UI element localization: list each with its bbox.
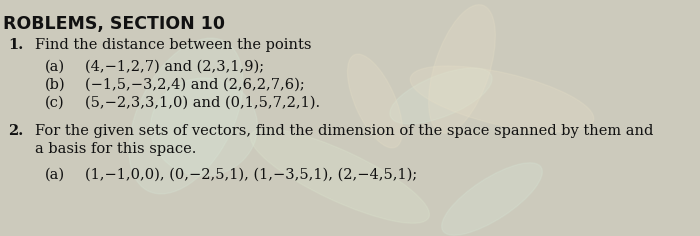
Text: For the given sets of vectors, find the dimension of the space spanned by them a: For the given sets of vectors, find the …: [35, 124, 653, 138]
Text: 2.: 2.: [8, 124, 23, 138]
Text: (4,−1,2,7) and (2,3,1,9);: (4,−1,2,7) and (2,3,1,9);: [85, 60, 264, 74]
Text: (5,−2,3,3,1,0) and (0,1,5,7,2,1).: (5,−2,3,3,1,0) and (0,1,5,7,2,1).: [85, 96, 320, 110]
Ellipse shape: [428, 5, 496, 133]
Ellipse shape: [251, 129, 429, 223]
Text: 1.: 1.: [8, 38, 23, 52]
Ellipse shape: [347, 54, 402, 148]
Ellipse shape: [410, 66, 594, 132]
Ellipse shape: [150, 78, 258, 176]
Text: ROBLEMS, SECTION 10: ROBLEMS, SECTION 10: [3, 15, 225, 33]
Text: a basis for this space.: a basis for this space.: [35, 142, 197, 156]
Text: Find the distance between the points: Find the distance between the points: [35, 38, 312, 52]
Text: (a): (a): [45, 168, 65, 182]
Ellipse shape: [129, 38, 243, 194]
Text: (b): (b): [45, 78, 66, 92]
Text: (1,−1,0,0), (0,−2,5,1), (1,−3,5,1), (2,−4,5,1);: (1,−1,0,0), (0,−2,5,1), (1,−3,5,1), (2,−…: [85, 168, 417, 182]
Ellipse shape: [390, 68, 492, 124]
Ellipse shape: [442, 163, 542, 235]
Text: (c): (c): [45, 96, 64, 110]
Text: (−1,5,−3,2,4) and (2,6,2,7,6);: (−1,5,−3,2,4) and (2,6,2,7,6);: [85, 78, 304, 92]
Text: (a): (a): [45, 60, 65, 74]
